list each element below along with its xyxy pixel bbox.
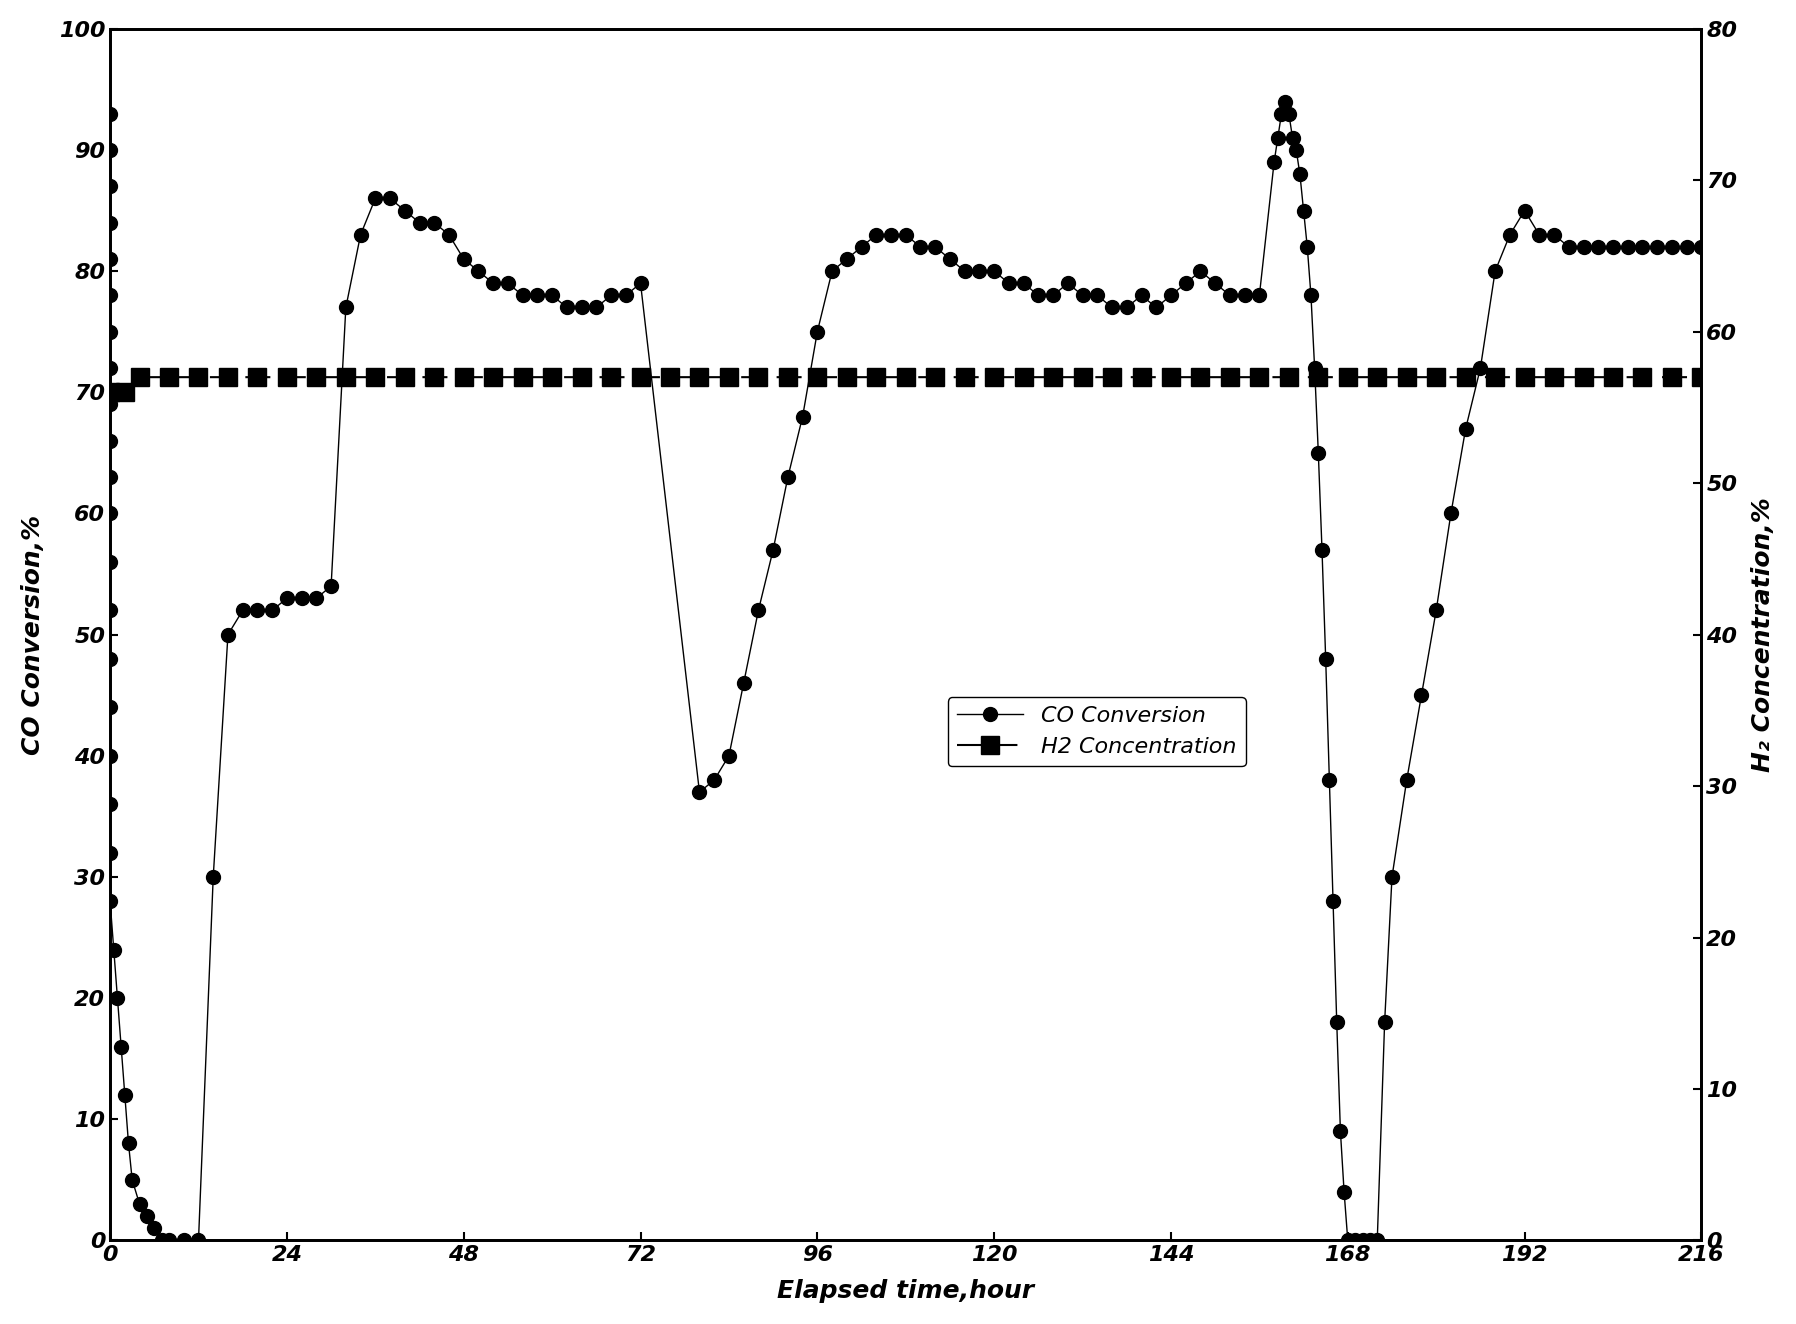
CO Conversion (1360, 1233, 1381, 1249)
Y-axis label: H₂ Concentration,%: H₂ Concentration,% (1751, 498, 1774, 772)
H2 Concentration (1101, 369, 1122, 385)
Line: H2 Concentration: H2 Concentration (101, 368, 1710, 401)
CO Conversion (99, 106, 120, 122)
H2 Concentration (1336, 369, 1358, 385)
CO Conversion (925, 238, 946, 254)
Y-axis label: CO Conversion,%: CO Conversion,% (22, 515, 45, 755)
CO Conversion (151, 1233, 172, 1249)
H2 Concentration (1690, 369, 1712, 385)
H2 Concentration (99, 384, 120, 400)
CO Conversion (453, 252, 474, 267)
CO Conversion (600, 287, 621, 303)
H2 Concentration (129, 369, 151, 385)
X-axis label: Elapsed time,hour: Elapsed time,hour (778, 1279, 1034, 1303)
H2 Concentration (1013, 369, 1034, 385)
H2 Concentration (1160, 369, 1182, 385)
Line: CO Conversion: CO Conversion (102, 94, 1708, 1247)
CO Conversion (1275, 94, 1297, 110)
CO Conversion (1272, 106, 1293, 122)
CO Conversion (1013, 275, 1034, 291)
CO Conversion (1690, 238, 1712, 254)
H2 Concentration (688, 369, 709, 385)
Legend: CO Conversion, H2 Concentration: CO Conversion, H2 Concentration (948, 698, 1246, 767)
H2 Concentration (113, 384, 135, 400)
